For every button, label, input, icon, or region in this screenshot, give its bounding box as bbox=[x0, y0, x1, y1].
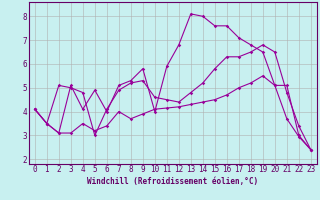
X-axis label: Windchill (Refroidissement éolien,°C): Windchill (Refroidissement éolien,°C) bbox=[87, 177, 258, 186]
